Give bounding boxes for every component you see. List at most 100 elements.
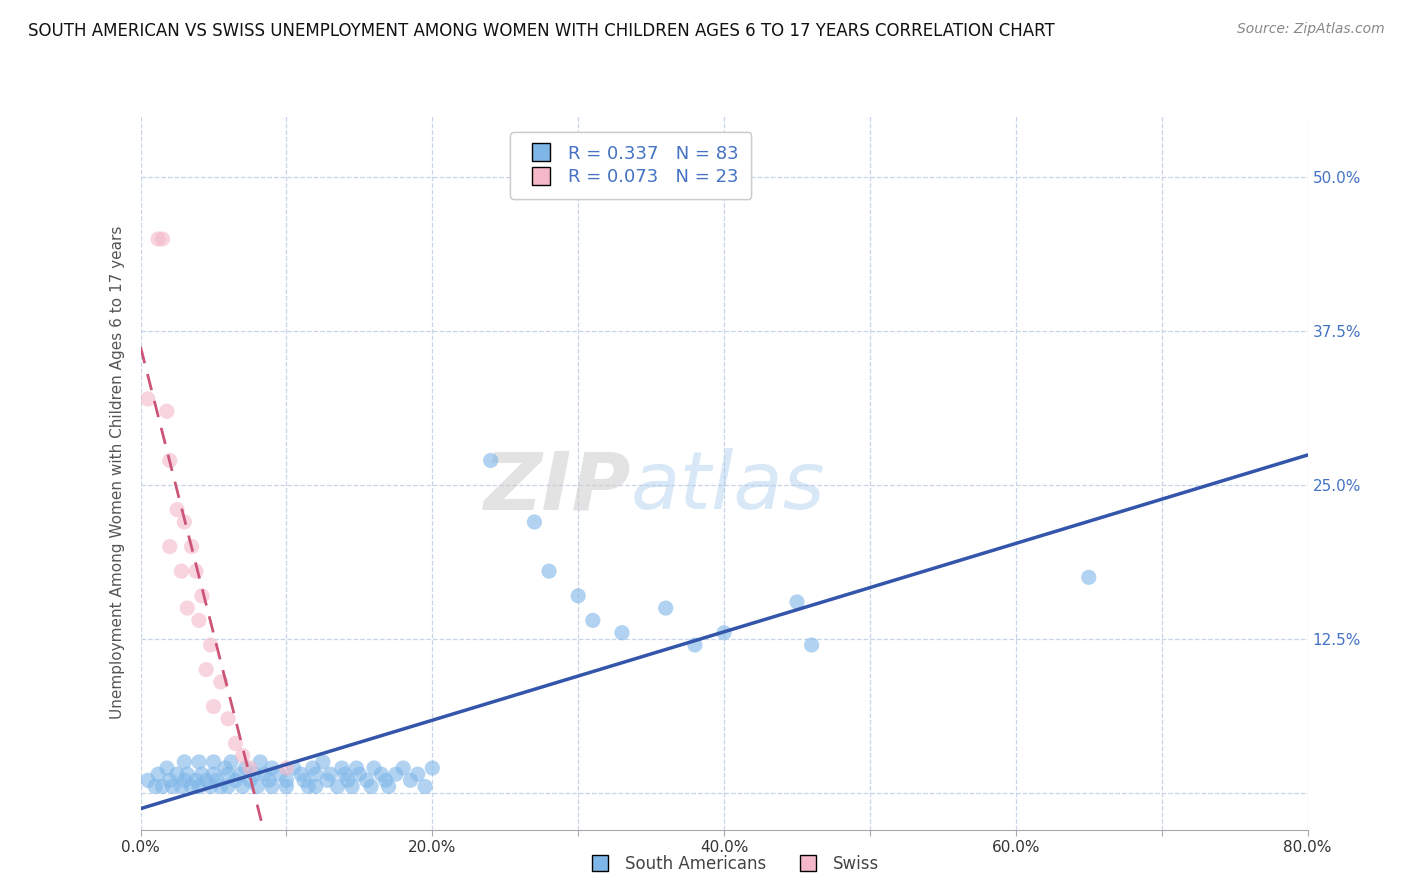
Point xyxy=(195,773,218,788)
Point xyxy=(232,780,254,794)
Point xyxy=(217,780,239,794)
Point xyxy=(180,780,202,794)
Point xyxy=(209,780,232,794)
Text: Source: ZipAtlas.com: Source: ZipAtlas.com xyxy=(1237,22,1385,37)
Point xyxy=(260,780,283,794)
Point xyxy=(173,773,195,788)
Point xyxy=(253,767,276,781)
Point xyxy=(146,767,169,781)
Point xyxy=(166,767,188,781)
Point xyxy=(370,767,392,781)
Legend: R = 0.337   N = 83, R = 0.073   N = 23: R = 0.337 N = 83, R = 0.073 N = 23 xyxy=(510,132,751,199)
Point xyxy=(249,755,271,769)
Point xyxy=(232,748,254,763)
Point xyxy=(152,780,174,794)
Point xyxy=(184,773,207,788)
Point xyxy=(523,515,546,529)
Point xyxy=(392,761,415,775)
Point xyxy=(326,780,349,794)
Point xyxy=(173,755,195,769)
Point xyxy=(399,773,422,788)
Point xyxy=(422,761,444,775)
Point xyxy=(257,773,280,788)
Point xyxy=(305,780,328,794)
Text: ZIP: ZIP xyxy=(484,448,631,526)
Point xyxy=(283,761,305,775)
Point xyxy=(330,761,353,775)
Point xyxy=(276,780,298,794)
Point xyxy=(538,564,561,578)
Point xyxy=(239,773,262,788)
Point xyxy=(349,767,371,781)
Point xyxy=(800,638,823,652)
Point xyxy=(239,761,262,775)
Point xyxy=(301,761,323,775)
Point xyxy=(385,767,408,781)
Point xyxy=(360,780,382,794)
Point xyxy=(159,540,181,554)
Text: atlas: atlas xyxy=(631,448,825,526)
Point xyxy=(173,515,195,529)
Point xyxy=(319,767,342,781)
Point xyxy=(200,780,222,794)
Point xyxy=(188,614,211,628)
Point xyxy=(191,589,214,603)
Point xyxy=(176,767,198,781)
Point xyxy=(235,761,257,775)
Point xyxy=(166,502,188,516)
Point xyxy=(159,453,181,467)
Point xyxy=(205,773,228,788)
Point xyxy=(260,761,283,775)
Point xyxy=(202,699,225,714)
Point xyxy=(219,755,242,769)
Point xyxy=(276,761,298,775)
Point xyxy=(683,638,706,652)
Point xyxy=(276,773,298,788)
Point xyxy=(243,767,266,781)
Point xyxy=(297,780,319,794)
Point xyxy=(195,663,218,677)
Point xyxy=(143,780,166,794)
Point xyxy=(224,736,246,750)
Point xyxy=(188,755,211,769)
Point xyxy=(333,767,356,781)
Point xyxy=(292,773,315,788)
Point xyxy=(610,625,633,640)
Point xyxy=(290,767,312,781)
Point xyxy=(312,755,335,769)
Point xyxy=(336,773,359,788)
Point xyxy=(229,767,252,781)
Point xyxy=(567,589,589,603)
Y-axis label: Unemployment Among Women with Children Ages 6 to 17 years: Unemployment Among Women with Children A… xyxy=(110,226,125,720)
Text: SOUTH AMERICAN VS SWISS UNEMPLOYMENT AMONG WOMEN WITH CHILDREN AGES 6 TO 17 YEAR: SOUTH AMERICAN VS SWISS UNEMPLOYMENT AMO… xyxy=(28,22,1054,40)
Point xyxy=(1077,570,1099,584)
Legend: South Americans, Swiss: South Americans, Swiss xyxy=(576,848,886,880)
Point xyxy=(217,767,239,781)
Point xyxy=(356,773,378,788)
Point xyxy=(191,767,214,781)
Point xyxy=(413,780,436,794)
Point xyxy=(184,564,207,578)
Point xyxy=(786,595,808,609)
Point xyxy=(246,780,269,794)
Point xyxy=(479,453,502,467)
Point xyxy=(152,232,174,246)
Point xyxy=(582,614,605,628)
Point xyxy=(406,767,429,781)
Point xyxy=(146,232,169,246)
Point xyxy=(200,638,222,652)
Point xyxy=(156,761,179,775)
Point xyxy=(202,767,225,781)
Point xyxy=(374,773,396,788)
Point xyxy=(159,773,181,788)
Point xyxy=(156,404,179,418)
Point xyxy=(655,601,678,615)
Point xyxy=(377,780,399,794)
Point xyxy=(176,601,198,615)
Point xyxy=(202,755,225,769)
Point xyxy=(346,761,368,775)
Point xyxy=(136,773,159,788)
Point xyxy=(713,625,735,640)
Point xyxy=(162,780,184,794)
Point xyxy=(305,767,328,781)
